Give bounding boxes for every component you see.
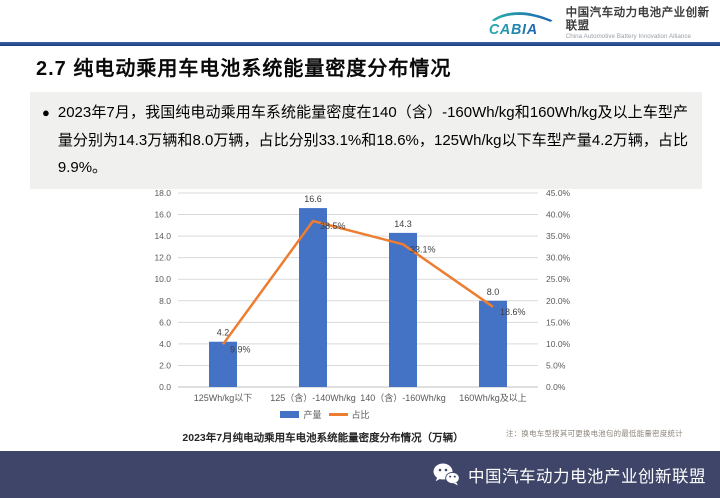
y-axis-label-left: 16.0	[154, 210, 171, 220]
car-swoosh	[491, 12, 553, 22]
legend-label-share: 占比	[351, 410, 370, 420]
wechat-icon	[433, 463, 460, 486]
y-axis-label-right: 45.0%	[546, 188, 571, 198]
y-axis-label-left: 4.0	[159, 339, 171, 349]
header: CABIA 中国汽车动力电池产业创新联盟 China Automotive Ba…	[0, 0, 720, 42]
bar	[209, 341, 237, 387]
bullet-icon: ●	[42, 105, 50, 120]
summary-box: ● 2023年7月，我国纯电动乘用车系统能量密度在140（含）-160Wh/kg…	[30, 92, 702, 189]
cabia-logo-icon: CABIA	[489, 12, 553, 38]
category-label: 125Wh/kg以下	[194, 393, 253, 403]
footer-text: 中国汽车动力电池产业创新联盟	[468, 467, 706, 486]
bar-value-label: 8.0	[487, 287, 500, 297]
y-axis-label-left: 18.0	[154, 188, 171, 198]
line-point-label: 33.1%	[410, 244, 436, 254]
y-axis-label-left: 6.0	[159, 317, 171, 327]
logo-text: CABIA	[489, 22, 538, 38]
line-point-label: 9.9%	[230, 344, 251, 354]
y-axis-label-left: 8.0	[159, 296, 171, 306]
chart-caption: 2023年7月纯电动乘用车电池系统能量密度分布情况（万辆）	[182, 432, 464, 444]
y-axis-label-left: 0.0	[159, 382, 171, 392]
bar	[479, 300, 507, 387]
summary-text: 2023年7月，我国纯电动乘用车系统能量密度在140（含）-160Wh/kg和1…	[57, 104, 688, 176]
line-point-label: 18.6%	[500, 307, 526, 317]
org-text: 中国汽车动力电池产业创新联盟 China Automotive Battery …	[566, 7, 720, 41]
y-axis-label-right: 30.0%	[546, 253, 571, 263]
y-axis-label-right: 10.0%	[546, 339, 571, 349]
footer: 中国汽车动力电池产业创新联盟	[0, 451, 720, 498]
chart-note: 注：换电车型按其可更换电池包的最低能量密度统计	[506, 429, 683, 438]
bar-series-swatch	[280, 411, 300, 418]
y-axis-label-right: 15.0%	[546, 317, 571, 327]
y-axis-label-right: 5.0%	[546, 360, 566, 370]
trend-line	[221, 219, 494, 346]
bar-value-label: 4.2	[217, 328, 230, 338]
y-axis-label-right: 35.0%	[546, 231, 571, 241]
org-name-en: China Automotive Battery Innovation Alli…	[565, 33, 691, 41]
y-axis-label-left: 12.0	[154, 253, 171, 263]
line-point-label: 38.5%	[320, 221, 346, 231]
y-axis-label-left: 10.0	[154, 274, 171, 284]
y-axis-label-left: 2.0	[159, 360, 171, 370]
energy-density-chart: 0.0 0.0% 2.0 5.0% 4.0 10.0% 6.0 15.0% 8.0 20.0% 10…	[154, 188, 571, 403]
legend-item-share: 占比	[328, 408, 370, 421]
bar-value-label: 16.6	[304, 194, 322, 204]
bar	[389, 232, 417, 387]
y-axis-label-left: 14.0	[154, 231, 171, 241]
y-axis-label-right: 25.0%	[546, 274, 571, 284]
y-axis-label-right: 0.0%	[546, 382, 566, 392]
y-axis-label-right: 40.0%	[546, 210, 571, 220]
bar	[299, 208, 327, 387]
chart-legend: 产量 占比	[130, 408, 520, 421]
bar-value-label: 14.3	[394, 219, 412, 229]
category-label: 125（含）-140Wh/kg	[270, 392, 356, 403]
category-label: 160Wh/kg及以上	[459, 393, 527, 403]
page-title: 2.7 纯电动乘用车电池系统能量密度分布情况	[36, 58, 452, 80]
legend-label-production: 产量	[303, 410, 322, 420]
logo-block: CABIA 中国汽车动力电池产业创新联盟 China Automotive Ba…	[486, 7, 720, 41]
legend-item-production: 产量	[280, 408, 322, 421]
category-label: 140（含）-160Wh/kg	[360, 392, 446, 403]
line-series-swatch	[328, 413, 348, 416]
y-axis-label-right: 20.0%	[546, 296, 571, 306]
header-divider	[0, 42, 720, 46]
org-name-cn: 中国汽车动力电池产业创新联盟	[565, 7, 710, 32]
